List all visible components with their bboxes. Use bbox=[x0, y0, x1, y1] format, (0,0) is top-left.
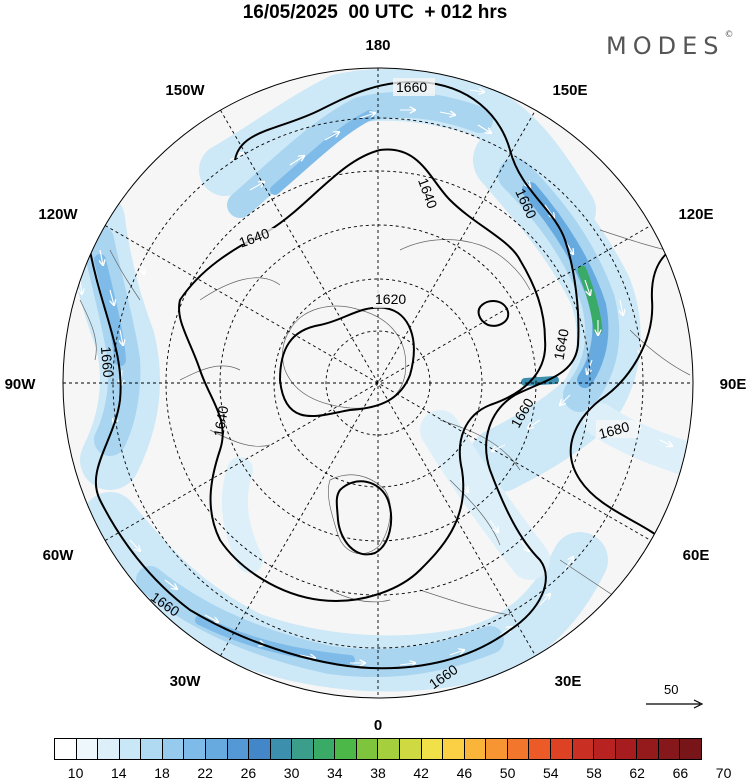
copyright-mark: © bbox=[724, 30, 734, 40]
colorbar-tick-label: 66 bbox=[672, 765, 689, 781]
contour-1680 bbox=[569, 239, 693, 546]
contour-label: 1640 bbox=[551, 327, 572, 361]
colorbar-cell bbox=[680, 739, 701, 759]
colorbar-cell bbox=[658, 739, 681, 759]
colorbar-cell bbox=[615, 739, 638, 759]
geopotential-contours bbox=[63, 80, 693, 670]
colorbar-cell bbox=[335, 739, 357, 759]
colorbar-cell bbox=[162, 739, 185, 759]
lon-label-180: 180 bbox=[365, 37, 390, 54]
lon-label-90w: 90W bbox=[5, 376, 37, 393]
colorbar-cell bbox=[637, 739, 659, 759]
colorbar-tick-label: 58 bbox=[586, 765, 602, 781]
colorbar-cell bbox=[594, 739, 616, 759]
colorbar-cell bbox=[141, 739, 163, 759]
vector-reference: 50 bbox=[646, 682, 706, 712]
colorbar-cell bbox=[313, 739, 336, 759]
lon-label-60e: 60E bbox=[683, 547, 710, 564]
colorbar-cell bbox=[378, 739, 400, 759]
colorbar-ticks: 10 14 18 22 26 30 34 38 42 46 50 54 58 62 66 70 bbox=[54, 765, 732, 781]
lon-label-120e: 120E bbox=[678, 206, 713, 223]
vector-reference-value: 50 bbox=[664, 682, 679, 697]
colorbar-cell bbox=[98, 739, 120, 759]
colorbar-tick-label: 54 bbox=[543, 765, 559, 781]
lon-label-90e: 90E bbox=[720, 376, 747, 393]
colorbar-cell bbox=[249, 739, 271, 759]
contour-1640 bbox=[178, 148, 547, 602]
contour-label: 1680 bbox=[597, 418, 631, 442]
map-title: 16/05/2025 00 UTC + 012 hrs bbox=[242, 2, 508, 23]
colorbar-cell bbox=[572, 739, 595, 759]
colorbar-cell bbox=[184, 739, 206, 759]
colorbar-cell bbox=[421, 739, 444, 759]
contour-label: 1640 bbox=[210, 404, 231, 438]
colorbar-tick-label: 22 bbox=[197, 765, 213, 781]
colorbar-cell bbox=[119, 739, 142, 759]
contour-label: 1660 bbox=[98, 346, 117, 379]
arrow-right-icon bbox=[646, 699, 704, 709]
colorbar-cell bbox=[550, 739, 573, 759]
colorbar-tick-label: 62 bbox=[629, 765, 645, 781]
colorbar-cell bbox=[227, 739, 250, 759]
colorbar-tick-label: 38 bbox=[370, 765, 386, 781]
colorbar-tick-label: 50 bbox=[499, 765, 516, 781]
colorbar-cell bbox=[76, 739, 99, 759]
colorbar-tick-label: 30 bbox=[283, 765, 300, 781]
contour-1620 bbox=[278, 306, 415, 417]
lon-label-150w: 150W bbox=[165, 82, 205, 99]
lon-label-120w: 120W bbox=[38, 206, 78, 223]
colorbar-cell bbox=[55, 739, 77, 759]
contour-label: 1620 bbox=[375, 291, 406, 307]
contour-1620-b bbox=[335, 480, 393, 556]
colorbar bbox=[54, 738, 702, 760]
colorbar-tick-label: 26 bbox=[240, 765, 257, 781]
colorbar-cell bbox=[205, 739, 228, 759]
colorbar-cell bbox=[400, 739, 422, 759]
longitude-labels: 180 0 90W 90E 150W 120W 60W 30W 150E 120… bbox=[5, 37, 747, 734]
colorbar-tick-label: 14 bbox=[111, 765, 127, 781]
coastlines bbox=[79, 229, 691, 621]
colorbar-tick-label: 46 bbox=[456, 765, 473, 781]
colorbar-cell bbox=[443, 739, 465, 759]
colorbar-tick-label: 34 bbox=[327, 765, 343, 781]
colorbar-cell bbox=[486, 739, 508, 759]
lon-label-30w: 30W bbox=[170, 673, 202, 690]
contour-label: 1660 bbox=[396, 79, 427, 95]
colorbar-cell bbox=[507, 739, 530, 759]
colorbar-cell bbox=[292, 739, 314, 759]
colorbar-cell bbox=[529, 739, 551, 759]
colorbar-tick-label: 18 bbox=[154, 765, 170, 781]
colorbar-cell bbox=[464, 739, 487, 759]
brand-name: MODES bbox=[606, 32, 725, 60]
colorbar-cell bbox=[270, 739, 293, 759]
colorbar-tick-label: 10 bbox=[67, 765, 84, 781]
lon-label-150e: 150E bbox=[552, 82, 587, 99]
colorbar-tick-label: 42 bbox=[413, 765, 429, 781]
map-border bbox=[62, 67, 694, 699]
contour-1660 bbox=[63, 80, 580, 670]
colorbar-tick-label: 70 bbox=[715, 765, 732, 781]
lon-label-30e: 30E bbox=[555, 673, 582, 690]
colorbar-cell bbox=[356, 739, 379, 759]
contour-labels: 1660 1640 1660 1640 1620 1660 1640 1640 … bbox=[98, 78, 638, 692]
lon-label-0: 0 bbox=[374, 717, 382, 734]
contour-1620-c bbox=[477, 299, 510, 327]
lon-label-60w: 60W bbox=[43, 547, 75, 564]
modes-logo: MODES© bbox=[606, 30, 734, 60]
